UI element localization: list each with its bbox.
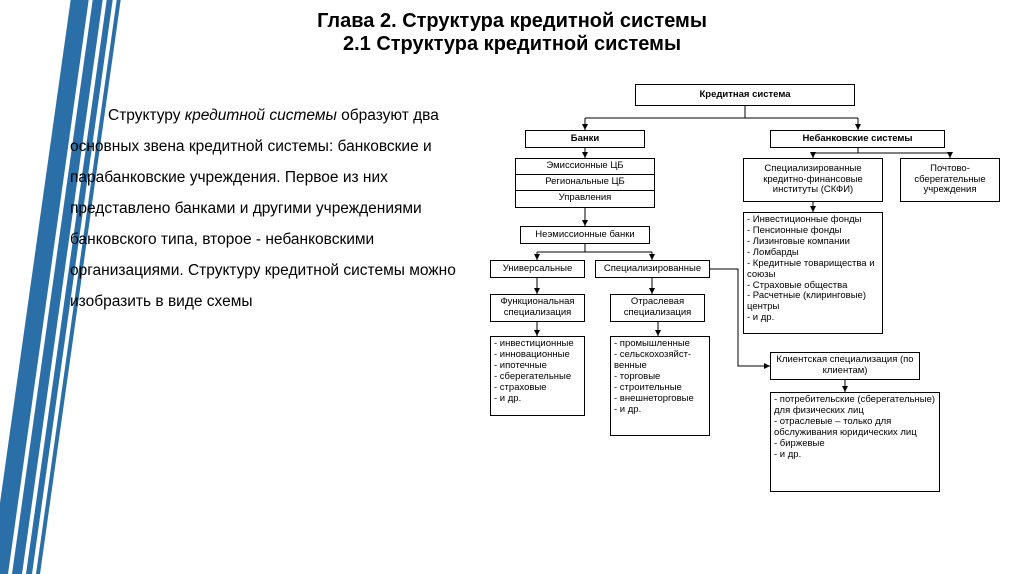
node-skfi: Специализированные кредитно-финансовые и… bbox=[743, 158, 883, 202]
node-row: Эмиссионные ЦБ bbox=[516, 159, 654, 175]
node-clientspec: Клиентская специализация (по клиентам) bbox=[770, 352, 920, 380]
node-univ: Универсальные bbox=[490, 260, 585, 278]
node-neem: Неэмиссионные банки bbox=[520, 226, 650, 244]
credit-system-diagram: Кредитная система Банки Небанковские систе… bbox=[480, 84, 1010, 564]
accent-bars bbox=[0, 0, 50, 574]
node-text: - инвестиционные- инновационные- ипотечн… bbox=[494, 339, 574, 405]
node-clientlist: - потребительские (сберегательные) для ф… bbox=[770, 392, 940, 492]
para-rest: образуют два основных звена кредитной си… bbox=[70, 107, 456, 310]
node-funcspec: Функциональная специализация bbox=[490, 294, 585, 322]
node-nonbank: Небанковские системы bbox=[770, 130, 945, 148]
body-paragraph: Структуру кредитной системы образуют два… bbox=[70, 100, 470, 317]
title-line-2: 2.1 Структура кредитной системы bbox=[0, 33, 1024, 56]
node-row: Управления bbox=[516, 191, 654, 206]
node-spec: Специализированные bbox=[595, 260, 710, 278]
node-banks: Банки bbox=[525, 130, 645, 148]
node-root: Кредитная система bbox=[635, 84, 855, 106]
para-italic: кредитной системы bbox=[185, 107, 337, 124]
node-skfilist: - Инвестиционные фонды- Пенсионные фонды… bbox=[743, 212, 883, 334]
node-funclist: - инвестиционные- инновационные- ипотечн… bbox=[490, 336, 585, 416]
node-post: Почтово-сберегательные учреждения bbox=[900, 158, 1000, 202]
node-text: - Инвестиционные фонды- Пенсионные фонды… bbox=[747, 215, 879, 324]
node-otrlist: - промышленные- сельскохозяйст-венные- т… bbox=[610, 336, 710, 436]
node-otrspec: Отраслевая специализация bbox=[610, 294, 705, 322]
node-text: - промышленные- сельскохозяйст-венные- т… bbox=[614, 339, 706, 415]
node-text: - потребительские (сберегательные) для ф… bbox=[774, 395, 936, 461]
para-lead: Структуру bbox=[108, 107, 185, 124]
node-row: Региональные ЦБ bbox=[516, 175, 654, 191]
page-title: Глава 2. Структура кредитной системы 2.1… bbox=[0, 0, 1024, 56]
title-line-1: Глава 2. Структура кредитной системы bbox=[0, 10, 1024, 33]
node-stack: Эмиссионные ЦБРегиональные ЦБУправления bbox=[515, 158, 655, 208]
